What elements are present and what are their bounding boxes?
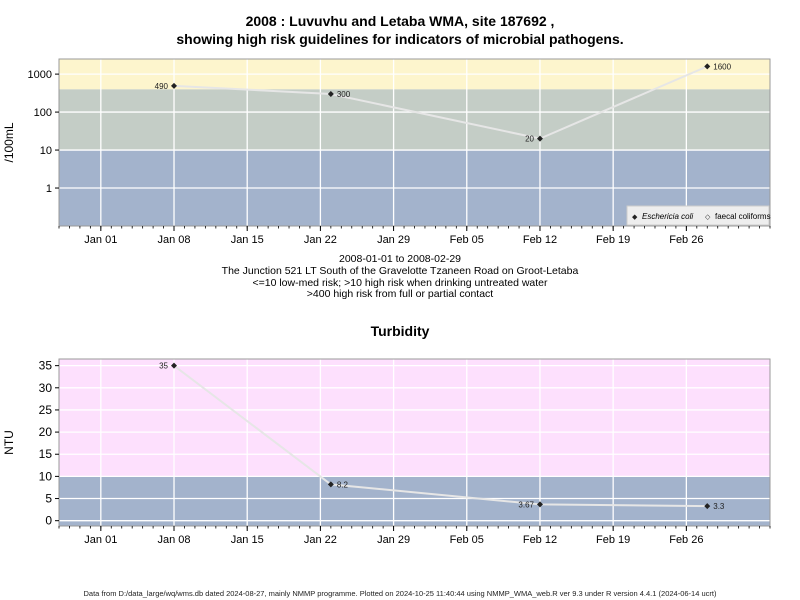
chart1-xtick-label: Jan 22	[304, 234, 337, 246]
chart1-data-point	[704, 63, 711, 70]
chart2-data-label: 8.2	[337, 480, 349, 489]
chart2-ytick-label: 15	[39, 447, 53, 461]
chart1-data-label: 490	[155, 82, 169, 91]
chart2-data-point	[327, 481, 334, 488]
chart2-xtick-label: Feb 19	[596, 534, 630, 546]
risk-note-contact: >400 high risk from full or partial cont…	[306, 288, 494, 300]
turbidity-title: Turbidity	[370, 323, 430, 339]
chart1-data-point	[327, 90, 334, 97]
chart2-ytick-label: 35	[39, 359, 53, 373]
chart1-data-point	[536, 135, 543, 142]
chart2-xtick-label: Jan 08	[157, 534, 190, 546]
chart2-ytick-label: 5	[45, 492, 52, 506]
chart1-xtick-label: Jan 08	[157, 234, 190, 246]
chart2-xtick-label: Jan 22	[304, 534, 337, 546]
chart2-data-point	[704, 503, 711, 510]
chart2-xtick-label: Jan 29	[377, 534, 410, 546]
site-name: The Junction 521 LT South of the Gravelo…	[221, 265, 579, 277]
chart1-data-label: 1600	[713, 62, 731, 71]
chart2-xtick-label: Feb 12	[523, 534, 557, 546]
chart1-band-1	[59, 89, 770, 151]
chart1-panel: 1 10 100 1000 Jan 01 Jan 08 Jan 15 Jan 22 Jan 29…	[2, 58, 771, 246]
chart2-panel: 0 5 10 15 20 25 30 35 Jan 01 Jan 08 Jan 15 Jan 22 Ja…	[2, 358, 771, 546]
chart1-xtick-label: Jan 15	[231, 234, 264, 246]
chart1-xtick-label: Feb 26	[669, 234, 703, 246]
chart1-xtick-label: Feb 19	[596, 234, 630, 246]
chart1-data-label: 20	[525, 135, 534, 144]
chart1-ytick-label: 1	[46, 183, 52, 195]
chart2-series-line	[173, 364, 708, 508]
chart2-ytick-label: 20	[39, 425, 53, 439]
chart1-xtick-label: Jan 01	[84, 234, 117, 246]
chart2-band-0	[59, 476, 770, 526]
chart2-ytick-label: 30	[39, 381, 53, 395]
chart1-xtick-label: Feb 05	[450, 234, 484, 246]
chart2-data-point	[171, 362, 178, 369]
date-range: 2008-01-01 to 2008-02-29	[338, 253, 461, 265]
chart2-band-1	[59, 359, 770, 477]
chart1-ytick-label: 1000	[28, 69, 52, 81]
chart1-legend-marker: ◆	[632, 213, 638, 221]
chart1-legend-label: Eschericia coli	[642, 212, 693, 221]
chart1-data-label: 300	[337, 90, 351, 99]
chart2-data-label: 35	[159, 362, 168, 371]
chart1-data-point	[171, 82, 178, 89]
chart2-xtick-label: Jan 15	[231, 534, 264, 546]
chart2-data-label: 3.67	[518, 500, 534, 509]
chart2-data-label: 3.3	[713, 502, 725, 511]
chart1-legend-label: faecal coliforms	[715, 212, 771, 221]
chart2-data-point	[536, 501, 543, 508]
chart1-legend-box	[626, 205, 770, 226]
chart2-xtick-label: Feb 05	[450, 534, 484, 546]
chart-title-line-1: 2008 : Luvuvhu and Letaba WMA, site 1876…	[245, 13, 555, 29]
chart2-ylabel: NTU	[2, 430, 16, 455]
footer-note: Data from D:/data_large/wq/wms.db dated …	[83, 589, 717, 598]
chart2-ytick-label: 25	[39, 403, 53, 417]
chart1-series-line	[173, 65, 708, 140]
chart-title-line-2: showing high risk guidelines for indicat…	[176, 31, 624, 47]
chart2-xtick-label: Jan 01	[84, 534, 117, 546]
chart1-xtick-label: Jan 29	[377, 234, 410, 246]
chart1-legend: ◆ Eschericia coli ◇ faecal coliforms	[626, 205, 771, 226]
chart1-ytick-label: 100	[34, 107, 52, 119]
chart1-legend-marker: ◇	[705, 213, 711, 221]
chart1-ytick-label: 10	[40, 145, 52, 157]
chart1-ylabel: /100mL	[2, 122, 16, 162]
chart2-ytick-label: 0	[45, 514, 52, 528]
risk-note-drinking: <=10 low-med risk; >10 high risk when dr…	[252, 277, 548, 289]
chart1-xtick-label: Feb 12	[523, 234, 557, 246]
chart2-ytick-label: 10	[39, 469, 53, 483]
chart2-xtick-label: Feb 26	[669, 534, 703, 546]
